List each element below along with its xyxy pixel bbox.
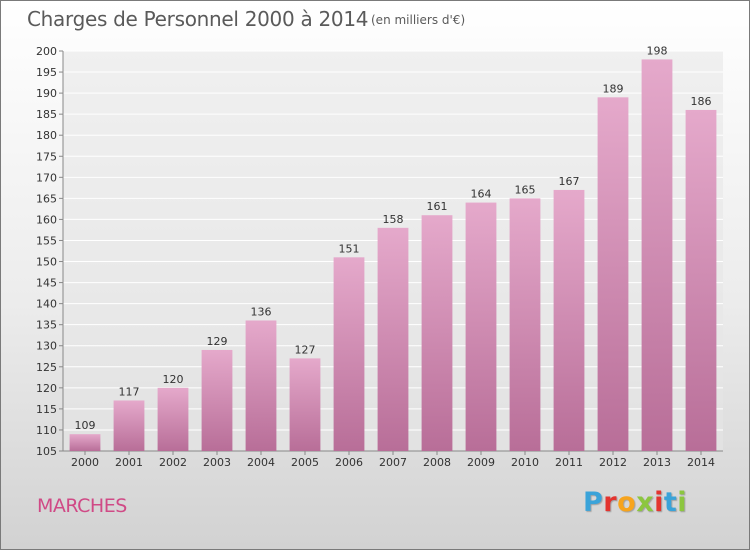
logo-letter: i bbox=[654, 487, 664, 518]
bar-value-label: 120 bbox=[163, 373, 184, 386]
x-tick-label: 2014 bbox=[687, 456, 715, 469]
bar-value-label: 167 bbox=[559, 175, 580, 188]
logo-letter: t bbox=[663, 487, 678, 518]
bar bbox=[289, 358, 321, 451]
bar bbox=[465, 202, 497, 451]
y-tick-label: 125 bbox=[36, 361, 57, 374]
x-tick-label: 2010 bbox=[511, 456, 539, 469]
x-tick-label: 2003 bbox=[203, 456, 231, 469]
bar bbox=[509, 198, 541, 451]
x-tick-label: 2004 bbox=[247, 456, 275, 469]
bar bbox=[201, 349, 233, 451]
bar bbox=[553, 189, 585, 451]
y-tick-label: 150 bbox=[36, 256, 57, 269]
y-tick-label: 180 bbox=[36, 129, 57, 142]
x-tick-label: 2013 bbox=[643, 456, 671, 469]
y-tick-label: 170 bbox=[36, 171, 57, 184]
logo-letter: i bbox=[677, 487, 688, 518]
commune-name: MARCHES bbox=[37, 495, 127, 517]
x-tick-label: 2006 bbox=[335, 456, 363, 469]
bar-value-label: 186 bbox=[691, 95, 712, 108]
x-tick-label: 2011 bbox=[555, 456, 583, 469]
x-tick-label: 2002 bbox=[159, 456, 187, 469]
bar bbox=[597, 97, 629, 451]
y-tick-label: 105 bbox=[36, 445, 57, 458]
logo-letter: P bbox=[583, 487, 604, 518]
bar-value-label: 109 bbox=[75, 419, 96, 432]
y-tick-label: 110 bbox=[36, 424, 57, 437]
y-tick-label: 130 bbox=[36, 340, 57, 353]
bar bbox=[113, 400, 145, 451]
x-tick-label: 2007 bbox=[379, 456, 407, 469]
bar bbox=[421, 215, 453, 451]
bar-value-label: 129 bbox=[207, 335, 228, 348]
bar bbox=[333, 257, 365, 451]
logo-letter: o bbox=[617, 487, 637, 518]
bar-value-label: 127 bbox=[295, 343, 316, 356]
bar-value-label: 161 bbox=[427, 200, 448, 213]
bar-value-label: 198 bbox=[647, 44, 668, 57]
x-tick-label: 2001 bbox=[115, 456, 143, 469]
x-tick-label: 2000 bbox=[71, 456, 99, 469]
y-tick-label: 160 bbox=[36, 213, 57, 226]
bar bbox=[685, 109, 717, 452]
y-tick-label: 200 bbox=[36, 45, 57, 58]
bar-value-label: 189 bbox=[603, 82, 624, 95]
y-tick-label: 185 bbox=[36, 108, 57, 121]
y-tick-label: 155 bbox=[36, 234, 57, 247]
y-tick-label: 120 bbox=[36, 382, 57, 395]
x-tick-label: 2009 bbox=[467, 456, 495, 469]
proxiti-logo[interactable]: Proxiti bbox=[583, 487, 687, 518]
y-tick-label: 145 bbox=[36, 277, 57, 290]
bar bbox=[641, 59, 673, 451]
y-tick-label: 195 bbox=[36, 66, 57, 79]
chart-title: Charges de Personnel 2000 à 2014 bbox=[27, 7, 369, 31]
y-tick-label: 115 bbox=[36, 403, 57, 416]
y-tick-label: 190 bbox=[36, 87, 57, 100]
y-tick-label: 175 bbox=[36, 150, 57, 163]
bar-value-label: 164 bbox=[471, 188, 492, 201]
bar bbox=[69, 434, 101, 451]
bar bbox=[157, 387, 189, 451]
logo-letter: x bbox=[636, 487, 655, 518]
bar-value-label: 158 bbox=[383, 213, 404, 226]
x-tick-label: 2005 bbox=[291, 456, 319, 469]
y-tick-label: 135 bbox=[36, 319, 57, 332]
y-tick-label: 140 bbox=[36, 298, 57, 311]
bar-value-label: 151 bbox=[339, 242, 360, 255]
bar bbox=[245, 320, 277, 451]
y-tick-label: 165 bbox=[36, 192, 57, 205]
bar-value-label: 165 bbox=[515, 183, 536, 196]
x-tick-label: 2012 bbox=[599, 456, 627, 469]
bar-value-label: 136 bbox=[251, 305, 272, 318]
bar-value-label: 117 bbox=[119, 385, 140, 398]
chart-subtitle: (en milliers d'€) bbox=[371, 13, 466, 27]
x-tick-label: 2008 bbox=[423, 456, 451, 469]
bar bbox=[377, 227, 409, 451]
logo-letter: r bbox=[603, 487, 618, 518]
